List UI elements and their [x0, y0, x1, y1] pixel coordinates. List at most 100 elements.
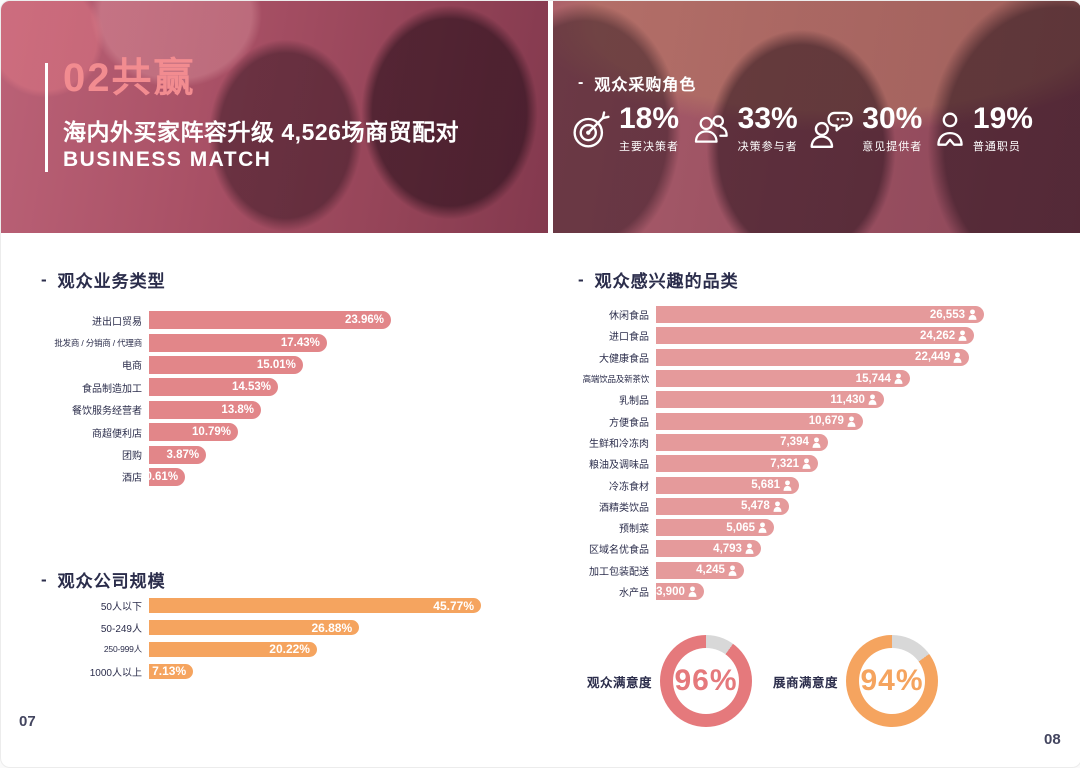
- bar: 3.87%: [149, 445, 207, 464]
- bar-category-label: 食品制造加工: [82, 383, 142, 395]
- bar-value-label: 7,394: [780, 436, 809, 449]
- bar-category-label: 方便食品: [609, 417, 649, 429]
- bar-value-label: 15,744: [855, 372, 891, 385]
- interest-categories-heading: - 观众感兴趣的品类: [578, 267, 739, 292]
- business-type-heading-text: 观众业务类型: [57, 272, 166, 291]
- business-type-chart: 进出口贸易 23.96% 批发商 / 分销商 / 代理商 17.43% 电商 15.01%…: [41, 309, 521, 488]
- bar-value-label: 4,793: [713, 542, 742, 555]
- bar-track: 3.87%: [149, 445, 391, 464]
- visitor-satisfaction-donut: 96%: [660, 635, 753, 727]
- bar: 4,245: [656, 561, 744, 579]
- bar-value-label: 15.01%: [256, 358, 296, 371]
- business-type-heading: - 观众业务类型: [41, 267, 166, 292]
- person-icon: [894, 373, 903, 384]
- bar: 7,321: [656, 455, 819, 473]
- dash-bullet: -: [578, 269, 585, 289]
- bar: 26.88%: [149, 620, 360, 636]
- chapter-subtitle-en: BUSINESS MATCH: [63, 148, 272, 171]
- bar-category-label: 团购: [122, 451, 142, 463]
- dash-bullet: -: [41, 569, 48, 589]
- purchase-role-text: 30% 意见提供者: [862, 104, 922, 154]
- people-group-icon: [692, 111, 730, 147]
- bar-track: 26,553: [656, 306, 984, 324]
- bar-value-label: 26,553: [929, 308, 965, 321]
- bar-row: 区域名优食品 4,793: [578, 538, 1073, 559]
- bar-track: 7,321: [656, 455, 984, 473]
- bar: 17.43%: [149, 333, 327, 352]
- bar-row: 商超便利店 10.79%: [41, 421, 521, 443]
- bar-category-label: 酒店: [122, 473, 142, 485]
- bar: 3,900: [656, 583, 704, 600]
- bar-row: 预制菜 5,065: [578, 517, 1073, 538]
- title-accent-line: [45, 63, 48, 172]
- bar-value-label: 24,262: [919, 329, 956, 342]
- hero-photo-right: - 观众采购角色 18% 主要决策者 33% 决策参与者 30% 意见提供者 19% 普通职员: [553, 1, 1080, 233]
- bar-category-label: 50-249人: [100, 624, 142, 636]
- bar-track: 15.01%: [149, 355, 391, 374]
- visitor-satisfaction-label: 观众满意度: [587, 675, 653, 690]
- bar-row: 电商 15.01%: [41, 354, 521, 376]
- purchase-roles-heading: - 观众采购角色: [578, 71, 696, 95]
- bar-row: 方便食品 10,679: [578, 410, 1073, 431]
- person-icon: [802, 458, 811, 470]
- bar-track: 10,679: [656, 412, 984, 430]
- person-icon: [812, 437, 821, 448]
- bar-row: 水产品 3,900: [578, 581, 1073, 602]
- bar-value-label: 3,900: [656, 585, 685, 598]
- bar: 7.13%: [149, 663, 194, 679]
- bar-category-label: 50人以下: [100, 602, 142, 614]
- bar-category-label: 预制菜: [619, 524, 649, 536]
- bar-track: 17.43%: [149, 333, 391, 352]
- bar-value-label: 14.53%: [231, 381, 271, 394]
- bar-track: 3,900: [656, 583, 984, 600]
- person-icon: [745, 543, 754, 555]
- bar: 10.79%: [149, 423, 239, 442]
- purchase-role-value: 33%: [737, 102, 798, 135]
- person-icon: [783, 479, 792, 491]
- bar-category-label: 休闲食品: [609, 311, 649, 323]
- bar: 5,478: [656, 497, 789, 515]
- bar-track: 22,449: [656, 348, 984, 366]
- bar-row: 团购 3.87%: [41, 443, 521, 465]
- purchase-role-text: 18% 主要决策者: [619, 104, 679, 154]
- bar-track: 14.53%: [149, 378, 391, 397]
- bar-row: 高端饮品及新茶饮 15,744: [578, 368, 1073, 389]
- bar-value-label: 20.22%: [269, 642, 310, 657]
- purchase-role-label: 意见提供者: [862, 141, 923, 153]
- bar-category-label: 电商: [122, 361, 142, 373]
- bar-track: 11,430: [656, 391, 984, 409]
- person-icon: [958, 330, 967, 342]
- bar-track: 23.96%: [149, 311, 391, 330]
- bar: 7,394: [656, 433, 828, 451]
- bar-track: 13.8%: [149, 400, 391, 419]
- person-icon: [847, 416, 856, 427]
- bar-value-label: 23.96%: [344, 314, 384, 327]
- purchase-role-stat: 19% 普通职员: [935, 104, 1033, 154]
- bar-value-label: 5,681: [751, 479, 780, 492]
- bar: 23.96%: [149, 311, 391, 330]
- person-icon: [953, 352, 962, 363]
- bar-value-label: 7,321: [770, 457, 800, 470]
- bar-category-label: 大健康食品: [599, 353, 649, 365]
- person-icon: [935, 110, 965, 148]
- purchase-roles-stats: 18% 主要决策者 33% 决策参与者 30% 意见提供者 19% 普通职员: [571, 104, 1033, 154]
- visitor-satisfaction: 观众满意度 96%: [587, 635, 753, 727]
- bar-row: 生鲜和冷冻肉 7,394: [578, 432, 1073, 453]
- bar-category-label: 餐饮服务经营者: [72, 406, 142, 418]
- bar-category-label: 商超便利店: [92, 428, 142, 440]
- bar-row: 休闲食品 26,553: [578, 304, 1073, 325]
- bar-row: 批发商 / 分销商 / 代理商 17.43%: [41, 331, 521, 353]
- bar-row: 冷冻食材 5,681: [578, 474, 1073, 495]
- bar-track: 26.88%: [149, 620, 481, 636]
- bar-value-label: 10.79%: [192, 426, 232, 439]
- bar-category-label: 1000人以上: [89, 667, 142, 679]
- bar-row: 酒店 0.61%: [41, 466, 521, 488]
- bar: 5,065: [656, 519, 775, 537]
- bar-row: 大健康食品 22,449: [578, 347, 1073, 368]
- bar-value-label: 11,430: [830, 393, 865, 406]
- bar-value-label: 0.61%: [145, 470, 179, 483]
- page-number-right: 08: [1044, 731, 1061, 748]
- bar-track: 7,394: [656, 433, 984, 451]
- bar-track: 0.61%: [145, 467, 391, 486]
- bar-category-label: 冷冻食材: [609, 481, 649, 493]
